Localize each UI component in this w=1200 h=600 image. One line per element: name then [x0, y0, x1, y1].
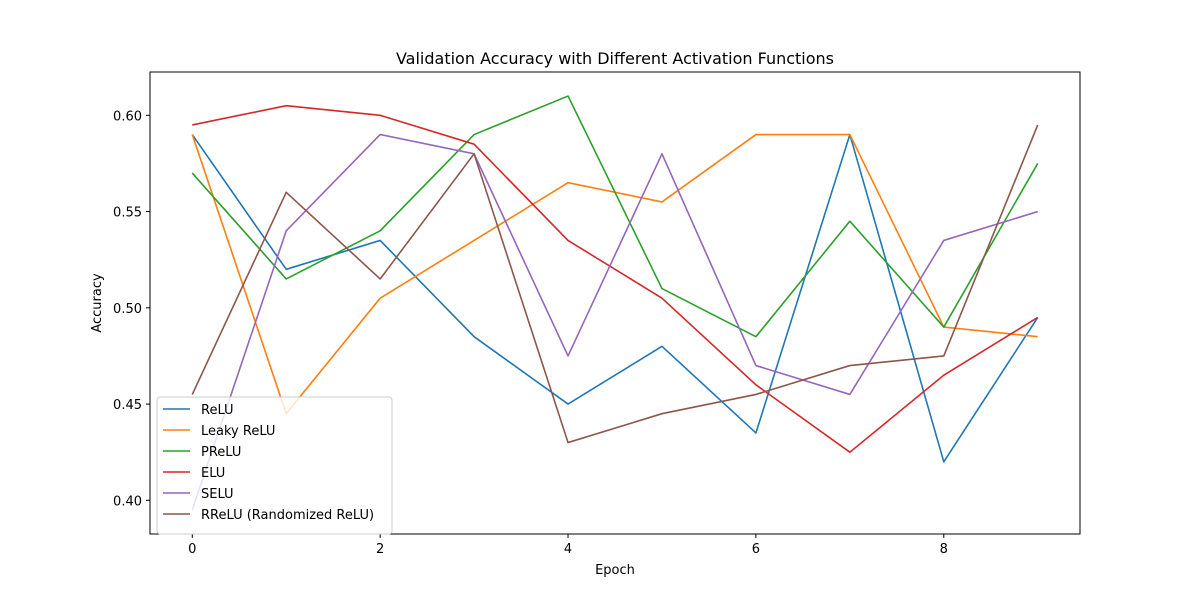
- x-tick-label: 0: [188, 542, 196, 557]
- y-tick-label: 0.60: [113, 109, 142, 124]
- axis-ticks: 0 2 4 6 8 0.40 0.45 0.50 0.55 0.60: [113, 109, 948, 557]
- series-line-3: [191, 95, 1039, 338]
- chart-title: Validation Accuracy with Different Activ…: [396, 49, 834, 68]
- x-axis-label: Epoch: [595, 563, 635, 578]
- x-tick-label: 2: [376, 542, 384, 557]
- y-tick-label: 0.45: [113, 398, 142, 413]
- plot-frame: [149, 71, 1081, 535]
- legend-label: ReLU: [201, 403, 234, 418]
- series-line-5: [191, 133, 1038, 511]
- legend-label: ELU: [201, 466, 225, 481]
- legend-box: [156, 396, 393, 535]
- legend-label: RReLU (Randomized ReLU): [201, 508, 374, 523]
- x-tick-label: 4: [564, 542, 572, 557]
- y-tick-label: 0.50: [113, 302, 142, 317]
- legend-label: PReLU: [201, 445, 241, 460]
- series-line-2: [191, 133, 1038, 415]
- legend-label: SELU: [201, 487, 234, 502]
- y-tick-label: 0.55: [113, 206, 142, 221]
- legend: ReLU Leaky ReLU PReLU ELU SELU RReLU (Randomi…: [156, 396, 393, 535]
- series-lines: [191, 95, 1039, 511]
- y-axis-label: Accuracy: [90, 273, 105, 333]
- series-line-6: [191, 124, 1039, 444]
- x-tick-label: 8: [940, 542, 948, 557]
- legend-label: Leaky ReLU: [201, 424, 275, 439]
- series-line-4: [192, 104, 1039, 453]
- y-tick-label: 0.40: [113, 494, 142, 509]
- x-tick-label: 6: [752, 542, 760, 557]
